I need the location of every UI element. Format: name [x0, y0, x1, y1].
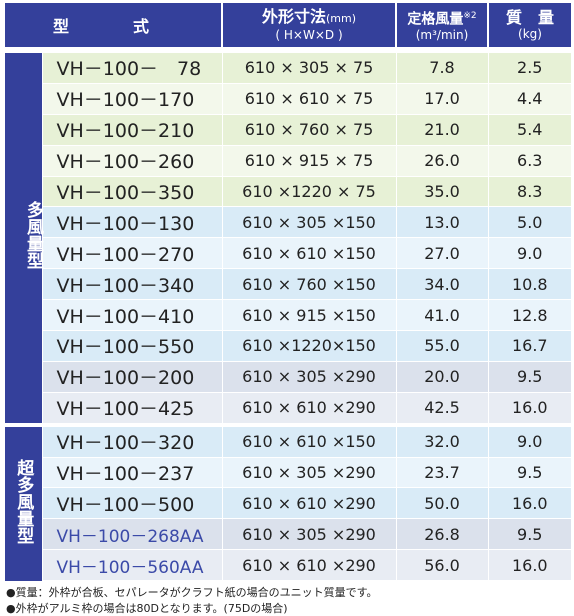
dims-cell: 610 × 305 × 75 — [222, 53, 397, 84]
airflow-cell: 50.0 — [396, 487, 489, 520]
weight-cell: 6.3 — [488, 145, 572, 177]
airflow-cell: 55.0 — [396, 330, 489, 362]
model-cell: VH－100－260 — [42, 145, 223, 177]
header-weight: 質 量 (kg) — [488, 3, 572, 48]
footnote-aluminum-frame: ●外枠がアルミ枠の場合は80Dとなります。(75Dの場合) — [6, 602, 288, 615]
airflow-cell: 34.0 — [396, 268, 489, 301]
airflow-cell: 35.0 — [396, 176, 489, 208]
airflow-cell: 27.0 — [396, 237, 489, 270]
table-row: VH－100－170 610 × 610 × 75 17.0 4.4 — [5, 83, 572, 115]
airflow-cell: 13.0 — [396, 206, 489, 239]
airflow-cell: 7.8 — [396, 53, 489, 84]
weight-cell: 5.4 — [488, 114, 572, 146]
dims-cell: 610 × 305 ×290 — [222, 457, 397, 489]
model-cell: VH－100－268AA — [42, 518, 223, 551]
table-row: VH－100－350 610 ×1220 × 75 35.0 8.3 — [5, 176, 572, 208]
header-air: 定格風量※2 (m³/min) — [396, 3, 490, 48]
model-cell: VH－100－130 — [42, 206, 223, 239]
table-row: VH－100－500 610 × 610 ×290 50.0 16.0 — [5, 487, 572, 520]
spec-table: 型 式 外形寸法(mm) ( H×W×D ) 定格風量※2 (m³/min) 質… — [5, 3, 572, 582]
airflow-cell: 32.0 — [396, 422, 489, 458]
dims-cell: 610 × 915 × 75 — [222, 145, 397, 177]
header-dims: 外形寸法(mm) ( H×W×D ) — [222, 3, 398, 48]
airflow-cell: 20.0 — [396, 361, 489, 393]
dims-cell: 610 × 610 ×290 — [222, 487, 397, 520]
dims-cell: 610 ×1220×150 — [222, 330, 397, 362]
airflow-cell: 42.5 — [396, 392, 489, 426]
model-cell: VH－100－550 — [42, 330, 223, 362]
model-cell: VH－100－200 — [42, 361, 223, 393]
weight-cell: 8.3 — [488, 176, 572, 208]
dims-cell: 610 × 610 ×150 — [222, 237, 397, 270]
weight-cell: 12.8 — [488, 299, 572, 332]
table-row: VH－100－268AA 610 × 305 ×290 26.8 9.5 — [5, 518, 572, 551]
weight-cell: 16.0 — [488, 487, 572, 520]
weight-cell: 9.5 — [488, 457, 572, 489]
weight-cell: 9.0 — [488, 237, 572, 270]
table-row: 超多風量型 VH－100－320 610 × 610 ×150 32.0 9.0 — [5, 422, 572, 581]
weight-cell: 9.0 — [488, 422, 572, 458]
model-cell: VH－100－425 — [42, 392, 223, 426]
dims-cell: 610 × 610 ×290 — [222, 392, 397, 426]
airflow-cell: 23.7 — [396, 457, 489, 489]
weight-cell: 4.4 — [488, 83, 572, 115]
table-row: VH－100－130 610 × 305 ×150 13.0 5.0 — [5, 206, 572, 239]
table-row: VH－100－200 610 × 305 ×290 20.0 9.5 — [5, 361, 572, 393]
weight-cell: 16.0 — [488, 549, 572, 582]
airflow-cell: 21.0 — [396, 114, 489, 146]
dims-cell: 610 × 610 ×150 — [222, 422, 397, 458]
group-label-multi-airflow: 多風量型 — [5, 53, 43, 425]
dims-cell: 610 × 305 ×290 — [222, 518, 397, 551]
table-row: VH－100－560AA 610 × 610 ×290 56.0 16.0 — [5, 549, 572, 582]
model-cell: VH－100－410 — [42, 299, 223, 332]
weight-cell: 2.5 — [488, 53, 572, 84]
airflow-cell: 26.0 — [396, 145, 489, 177]
model-cell: VH－100－350 — [42, 176, 223, 208]
table-row: VH－100－237 610 × 305 ×290 23.7 9.5 — [5, 457, 572, 489]
model-cell: VH－100－170 — [42, 83, 223, 115]
dims-cell: 610 × 305 ×290 — [222, 361, 397, 393]
table-row: VH－100－210 610 × 760 × 75 21.0 5.4 — [5, 114, 572, 146]
dims-cell: 610 × 760 × 75 — [222, 114, 397, 146]
dims-cell: 610 × 305 ×150 — [222, 206, 397, 239]
table-row: VH－100－410 610 × 915 ×150 41.0 12.8 — [5, 299, 572, 332]
weight-cell: 9.5 — [488, 518, 572, 551]
weight-cell: 5.0 — [488, 206, 572, 239]
weight-cell: 16.7 — [488, 330, 572, 362]
table-row: VH－100－270 610 × 610 ×150 27.0 9.0 — [5, 237, 572, 270]
table-row: VH－100－340 610 × 760 ×150 34.0 10.8 — [5, 268, 572, 301]
table-row: 多風量型 VH－100－ 78 610 × 305 × 75 7.8 2.5 — [5, 53, 572, 425]
table-row: VH－100－260 610 × 915 × 75 26.0 6.3 — [5, 145, 572, 177]
weight-cell: 10.8 — [488, 268, 572, 301]
model-cell: VH－100－ 78 — [42, 53, 223, 84]
dims-cell: 610 × 760 ×150 — [222, 268, 397, 301]
model-cell: VH－100－340 — [42, 268, 223, 301]
group-label-super-multi-airflow: 超多風量型 — [5, 422, 43, 581]
dims-cell: 610 × 610 ×290 — [222, 549, 397, 582]
airflow-cell: 26.8 — [396, 518, 489, 551]
weight-cell: 9.5 — [488, 361, 572, 393]
header-type: 型 式 — [5, 3, 224, 48]
model-cell: VH－100－320 — [42, 422, 223, 458]
weight-cell: 16.0 — [488, 392, 572, 426]
airflow-cell: 17.0 — [396, 83, 489, 115]
dims-cell: 610 ×1220 × 75 — [222, 176, 397, 208]
airflow-cell: 56.0 — [396, 549, 489, 582]
table-row: VH－100－425 610 × 610 ×290 42.5 16.0 — [5, 392, 572, 426]
model-cell: VH－100－210 — [42, 114, 223, 146]
dims-cell: 610 × 610 × 75 — [222, 83, 397, 115]
dims-cell: 610 × 915 ×150 — [222, 299, 397, 332]
model-cell: VH－100－560AA — [42, 549, 223, 582]
table-row: VH－100－550 610 ×1220×150 55.0 16.7 — [5, 330, 572, 362]
header-row: 型 式 外形寸法(mm) ( H×W×D ) 定格風量※2 (m³/min) 質… — [5, 3, 572, 48]
model-cell: VH－100－237 — [42, 457, 223, 489]
model-cell: VH－100－500 — [42, 487, 223, 520]
footnote-weight: ●質量：外枠が合板、セパレータがクラフト紙の場合のユニット質量です。 — [6, 586, 378, 599]
airflow-cell: 41.0 — [396, 299, 489, 332]
model-cell: VH－100－270 — [42, 237, 223, 270]
